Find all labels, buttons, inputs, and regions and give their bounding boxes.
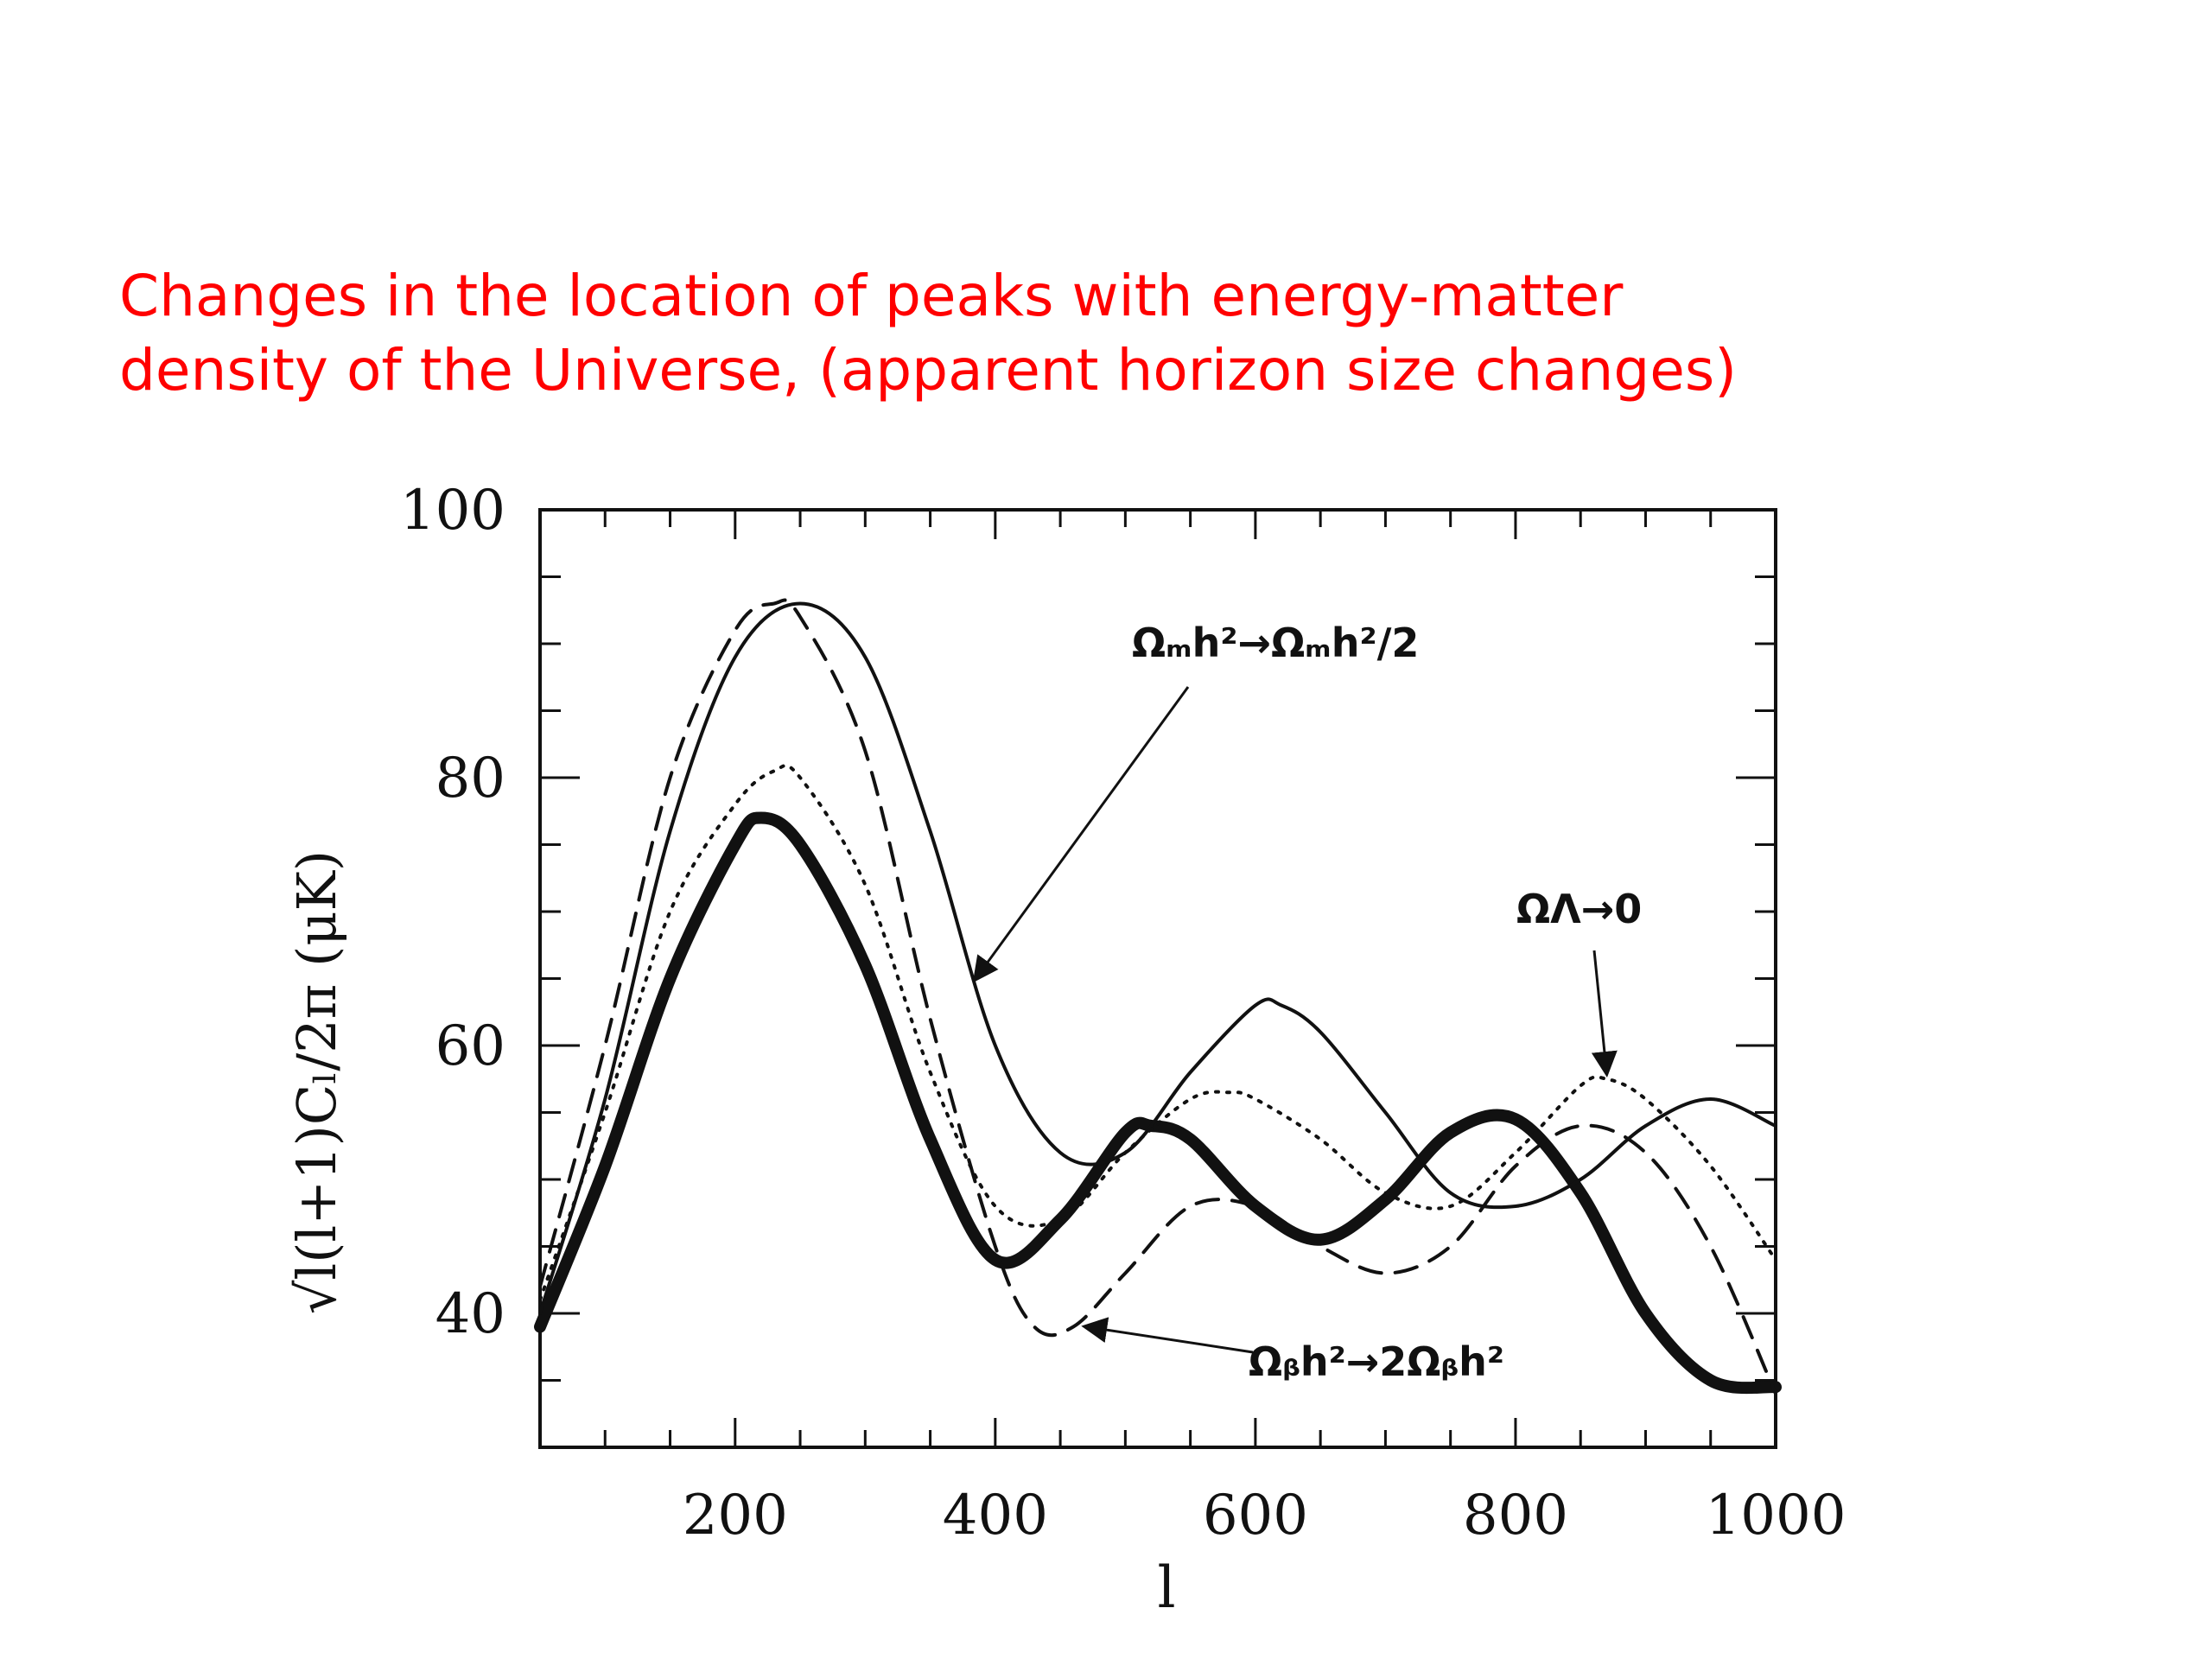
annotation-arrow	[972, 686, 1190, 983]
annotation-arrow	[1591, 950, 1618, 1077]
x-tick-label: 400	[943, 1484, 1048, 1548]
series-line-solid	[538, 601, 1777, 1315]
x-tick-label: 1000	[1706, 1484, 1847, 1548]
x-axis-label: l	[1157, 1554, 1175, 1621]
series-line-dashed	[538, 598, 1777, 1395]
y-tick-label: 80	[435, 747, 505, 810]
y-tick-label: 60	[435, 1014, 505, 1078]
annotation-arrow	[1081, 1317, 1254, 1354]
y-axis-label: √l(l+1)Cₗ/2π (μK)	[285, 850, 348, 1314]
slide-title: Changes in the location of peaks with en…	[119, 259, 2107, 408]
slide-title-line-1: Changes in the location of peaks with en…	[119, 263, 1624, 329]
annotation-label: Ωₘh²→Ωₘh²/2	[1132, 620, 1419, 666]
annotation-label: ΩΛ→0	[1516, 886, 1642, 932]
x-tick-label: 800	[1463, 1484, 1568, 1548]
y-tick-label: 40	[435, 1282, 505, 1346]
y-tick-label: 100	[400, 479, 505, 543]
slide-title-line-2: density of the Universe, (apparent horiz…	[119, 337, 1737, 404]
series-line-dotted	[538, 763, 1777, 1302]
x-tick-label: 200	[683, 1484, 788, 1548]
annotation-label: Ωᵦh²→2Ωᵦh²	[1249, 1338, 1504, 1385]
x-tick-label: 600	[1203, 1484, 1308, 1548]
